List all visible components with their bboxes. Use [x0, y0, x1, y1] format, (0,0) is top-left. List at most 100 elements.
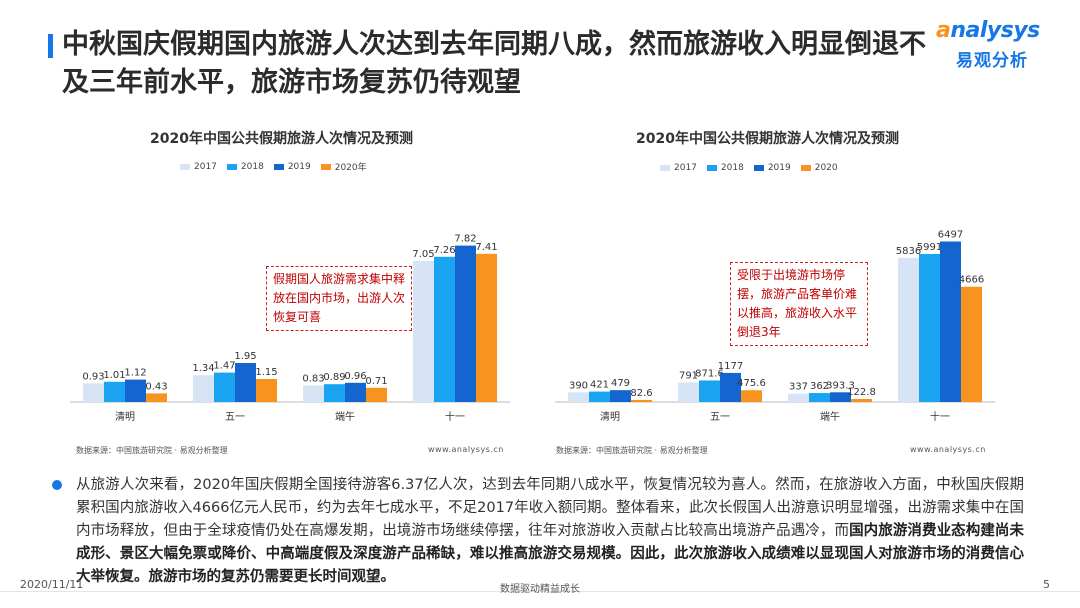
data-label: 1.34 [192, 363, 214, 374]
data-label: 337 [789, 382, 808, 393]
data-label: 0.89 [323, 372, 345, 383]
data-label: 1.15 [255, 367, 277, 378]
chart-1-legend: 2017 2018 2019 2020年 [180, 160, 367, 173]
category-label: 十一 [930, 410, 950, 423]
bar-五一-2018 [699, 380, 720, 402]
footer-date: 2020/11/11 [20, 578, 84, 591]
category-label: 十一 [445, 410, 465, 423]
category-label: 清明 [600, 410, 620, 423]
legend-item-2017: 2017 [660, 163, 697, 173]
body-text-bold: 国内旅游消费业态构建尚未成形、景区大幅免票或降价、中高端度假及深度游产品稀缺，难… [76, 523, 1025, 585]
data-label: 479 [611, 378, 630, 389]
bar-清明-2020 [631, 399, 652, 402]
category-label: 五一 [225, 412, 245, 423]
data-label: 1177 [718, 361, 743, 372]
data-label: 0.93 [82, 371, 104, 382]
legend-item-2019: 2019 [753, 163, 791, 173]
bar-清明-2017 [83, 383, 104, 402]
bar-清明-2020年 [146, 393, 167, 402]
legend-item-2020: 2020 [800, 163, 838, 173]
chart-2-legend: 2017 2018 2019 2020 [660, 163, 838, 173]
data-label: 82.6 [630, 388, 652, 399]
chart-2-title: 2020年中国公共假期旅游人次情况及预测 [636, 131, 899, 147]
page-number: 5 [1043, 578, 1050, 591]
data-label: 0.83 [302, 373, 324, 384]
data-label: 390 [569, 380, 588, 391]
chart-1-svg: 0.931.011.12 0.43 清明 1.341.471.95 1.15 五一 0.83… [70, 234, 510, 423]
data-label: 362 [810, 381, 829, 392]
bar-十一-2019 [940, 241, 961, 402]
chart-2-callout: 受限于出境游市场停摆，旅游产品客单价难以推高，旅游收入水平倒退3年 [730, 262, 868, 346]
chart-2-source: 数据来源：中国旅游研究院 · 易观分析整理 [556, 446, 708, 455]
bar-端午-2020 [851, 398, 872, 402]
footer-slogan: 数据驱动精益成长 [500, 584, 580, 595]
data-label: 791 [679, 370, 698, 381]
data-label: 6497 [938, 229, 963, 240]
bar-端午-2018 [324, 384, 345, 402]
data-label: 871.6 [695, 368, 724, 379]
bar-五一-2020年 [256, 379, 277, 402]
legend-item-2019: 2019 [273, 160, 311, 173]
bar-十一-2020 [961, 286, 982, 402]
bar-五一-2020 [741, 390, 762, 402]
data-label: 393.3 [826, 380, 855, 391]
legend-item-2018: 2018 [706, 163, 744, 173]
bar-清明-2019 [125, 379, 146, 402]
chart-1-callout: 假期国人旅游需求集中释放在国内市场，出游人次恢复可喜 [266, 266, 412, 331]
data-label: 0.96 [344, 371, 366, 382]
data-label: 1.01 [103, 370, 125, 381]
data-label: 0.43 [145, 381, 167, 392]
category-label: 端午 [820, 410, 840, 423]
bar-端午-2017 [788, 393, 809, 402]
data-label: 122.8 [847, 387, 876, 398]
data-label: 4666 [959, 275, 984, 286]
chart-1-source: 数据来源：中国旅游研究院 · 易观分析整理 [76, 446, 228, 455]
category-label: 端午 [335, 410, 355, 423]
bullet-icon [52, 480, 62, 490]
bar-端午-2019 [345, 382, 366, 402]
body-paragraph: 从旅游人次来看，2020年国庆假期全国接待游客6.37亿人次，达到去年同期八成水… [76, 474, 1024, 589]
bar-清明-2018 [104, 381, 125, 402]
bar-十一-2017 [413, 261, 434, 402]
data-label: 7.41 [475, 242, 497, 253]
bar-十一-2017 [898, 257, 919, 402]
bar-清明-2019 [610, 390, 631, 402]
data-label: 421 [590, 380, 609, 391]
legend-item-2017: 2017 [180, 160, 217, 173]
chart-1-title: 2020年中国公共假期旅游人次情况及预测 [150, 131, 413, 147]
logo-english: analysys [936, 18, 1040, 43]
bar-端午-2019 [830, 392, 851, 402]
bar-五一-2017 [193, 375, 214, 402]
body-text-normal: 从旅游人次来看，2020年国庆假期全国接待游客6.37亿人次，达到去年同期八成水… [76, 477, 1024, 539]
data-label: 5836 [896, 246, 921, 257]
data-label: 1.12 [124, 368, 146, 379]
data-label: 1.95 [234, 351, 256, 362]
bar-端午-2020年 [366, 387, 387, 402]
bar-十一-2020年 [476, 253, 497, 402]
bar-十一-2018 [434, 256, 455, 402]
data-label: 7.82 [454, 234, 476, 245]
title-accent-bar [48, 34, 53, 58]
bar-端午-2018 [809, 393, 830, 402]
bar-五一-2017 [678, 382, 699, 402]
data-label: 0.71 [365, 376, 387, 387]
bar-清明-2018 [589, 391, 610, 402]
bar-五一-2019 [720, 372, 741, 402]
legend-item-2018: 2018 [226, 160, 264, 173]
data-label: 7.26 [433, 245, 455, 256]
bar-十一-2018 [919, 253, 940, 402]
legend-item-2020: 2020年 [320, 160, 367, 173]
data-label: 1.47 [213, 361, 235, 372]
bar-五一-2019 [235, 363, 256, 402]
footer-divider [0, 591, 1080, 592]
page-title: 中秋国庆假期国内旅游人次达到去年同期八成，然而旅游收入明显倒退不及三年前水平，旅… [62, 29, 926, 98]
bar-清明-2017 [568, 392, 589, 402]
bar-十一-2019 [455, 245, 476, 402]
category-label: 五一 [710, 412, 730, 423]
data-label: 475.6 [737, 378, 766, 389]
chart-2-website: www.analysys.cn [910, 445, 986, 454]
category-label: 清明 [115, 410, 135, 423]
bar-五一-2018 [214, 372, 235, 402]
brand-logo: analysys 易观分析 [936, 18, 1046, 71]
